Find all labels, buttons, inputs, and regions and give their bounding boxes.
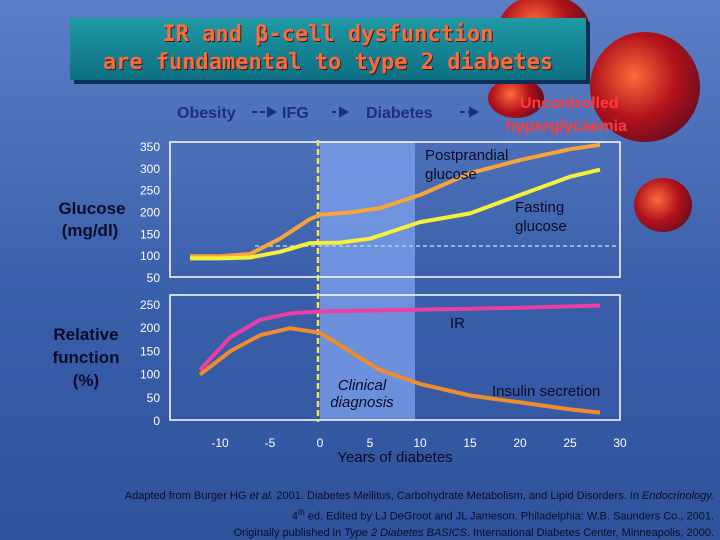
slide-title-line-2: are fundamental to type 2 diabetes: [102, 50, 554, 75]
glucose-axis-label: Glucose: [58, 199, 125, 218]
function-tick-label: 0: [153, 414, 160, 428]
clinical-diagnosis-label-2: diagnosis: [330, 394, 394, 411]
ir-label: IR: [450, 315, 465, 332]
arrow-icon: [469, 106, 480, 118]
source-credit: Adapted from Burger HG et al. 2001. Diab…: [8, 488, 714, 540]
credit-text: th: [298, 507, 305, 517]
stage-arrows: [252, 106, 480, 118]
function-y-ticks: 250 200 150 100 50 0: [140, 298, 160, 428]
postprandial-glucose-line: [190, 142, 601, 259]
x-tick-label: 30: [613, 436, 627, 450]
function-tick-label: 200: [140, 321, 160, 335]
clinical-diagnosis-band: [320, 142, 415, 420]
fasting-label-1: Fasting: [515, 199, 564, 216]
stage-obesity: Obesity: [177, 105, 236, 122]
glucose-tick-label: 250: [140, 184, 160, 198]
glucose-tick-label: 300: [140, 162, 160, 176]
x-axis-ticks: -10 -5 0 5 10 15 20 25 30: [211, 436, 627, 450]
glucose-tick-label: 50: [147, 271, 161, 285]
x-tick-label: -10: [211, 436, 229, 450]
insulin-secretion-line: [198, 326, 601, 415]
slide-title-line-1: IR and β-cell dysfunction: [162, 22, 494, 47]
glucose-tick-label: 150: [140, 227, 160, 241]
credit-text: Originally published in: [233, 526, 345, 539]
glucose-tick-label: 200: [140, 206, 160, 220]
function-axis-label-3: (%): [73, 371, 99, 390]
function-tick-label: 250: [140, 298, 160, 312]
x-tick-label: 5: [367, 436, 374, 450]
x-tick-label: 15: [463, 436, 477, 450]
stage-diabetes: Diabetes: [366, 105, 433, 122]
credit-text: . International Diabetes Center, Minneap…: [466, 526, 714, 539]
x-tick-label: 0: [317, 436, 324, 450]
decorative-sphere: [488, 78, 544, 118]
fasting-glucose-line: [190, 167, 601, 261]
x-tick-label: 25: [563, 436, 577, 450]
function-tick-label: 50: [147, 391, 161, 405]
glucose-tick-label: 100: [140, 249, 160, 263]
function-panel-frame: [169, 294, 621, 421]
arrow-icon: [267, 106, 278, 118]
credit-text: Type 2 Diabetes BASICS: [344, 526, 467, 539]
insulin-label: Insulin secretion: [492, 383, 600, 400]
glucose-y-ticks: 350 300 250 200 150 100 50: [140, 140, 160, 285]
x-axis-label: Years of diabetes: [337, 449, 452, 466]
function-tick-label: 150: [140, 344, 160, 358]
stage-ifg: IFG: [282, 105, 309, 122]
x-tick-label: 20: [513, 436, 527, 450]
arrow-icon: [339, 106, 350, 118]
x-tick-label: 10: [413, 436, 427, 450]
credit-text: Adapted from Burger HG: [124, 490, 250, 502]
credit-text: 4: [291, 510, 299, 523]
fasting-label-2: glucose: [515, 218, 567, 235]
glucose-tick-label: 350: [140, 140, 160, 154]
decorative-sphere: [634, 178, 692, 232]
credit-text: ed. Edited by LJ DeGroot and JL Jameson.…: [304, 510, 714, 523]
function-axis-label-2: function: [52, 348, 119, 367]
x-tick-label: -5: [265, 436, 276, 450]
postprandial-label-1: Postprandial: [425, 147, 508, 164]
function-tick-label: 100: [140, 368, 160, 382]
postprandial-label-2: glucose: [425, 166, 477, 183]
credit-text: et al.: [249, 490, 274, 502]
glucose-axis-unit: (mg/dl): [62, 221, 119, 240]
clinical-diagnosis-label-1: Clinical: [338, 377, 387, 394]
ir-line: [198, 303, 601, 372]
credit-text: Endocrinology.: [642, 490, 714, 502]
title-banner: IR and β-cell dysfunction are fundamenta…: [70, 18, 586, 80]
function-axis-label-1: Relative: [53, 325, 118, 344]
credit-text: 2001. Diabetes Mellitus, Carbohydrate Me…: [273, 490, 643, 502]
decorative-sphere: [590, 32, 700, 142]
stage-uncontrolled: Uncontrolled: [520, 95, 619, 112]
glucose-panel-frame: [169, 141, 621, 278]
stage-hyperglycaemia: hyperglycaemia: [506, 118, 627, 135]
